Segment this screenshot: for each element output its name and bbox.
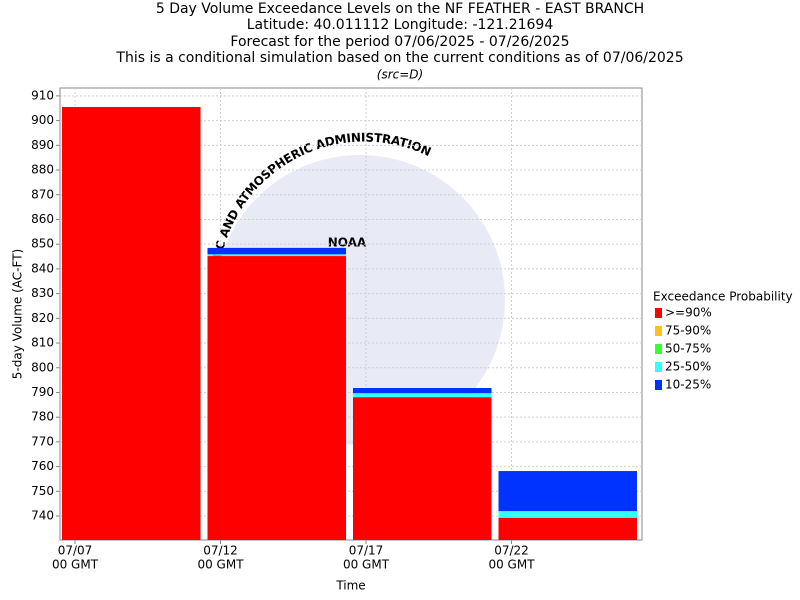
y-tick-label: 850 [31, 237, 54, 251]
x-tick-label: 07/12 [203, 544, 238, 558]
legend-swatch [655, 344, 662, 354]
legend-swatch [655, 308, 662, 318]
watermark-logo: NOAA [328, 236, 367, 250]
legend-label: 10-25% [665, 378, 711, 392]
legend-label: 75-90% [665, 324, 711, 338]
y-tick-label: 900 [31, 113, 54, 127]
legend-swatch [655, 326, 662, 336]
y-tick-label: 830 [31, 286, 54, 300]
subtitle: (src=D) [377, 68, 423, 82]
y-tick-label: 870 [31, 187, 54, 201]
bar-segment [207, 247, 346, 255]
legend-swatch [655, 362, 662, 372]
y-tick-label: 780 [31, 410, 54, 424]
bar-segment [353, 388, 492, 394]
bar-segment [62, 107, 201, 540]
y-tick-label: 880 [31, 163, 54, 177]
bar-segment [498, 518, 637, 540]
x-tick-sublabel: 00 GMT [197, 558, 244, 572]
y-tick-label: 910 [31, 88, 54, 102]
legend-label: 25-50% [665, 360, 711, 374]
y-tick-label: 750 [31, 484, 54, 498]
x-tick-label: 07/07 [58, 544, 93, 558]
y-axis-label: 5-day Volume (AC-FT) [11, 249, 25, 379]
x-tick-sublabel: 00 GMT [488, 558, 535, 572]
y-tick-label: 890 [31, 138, 54, 152]
title-line: This is a conditional simulation based o… [115, 50, 683, 66]
title-line: Latitude: 40.011112 Longitude: -121.2169… [247, 17, 554, 33]
x-axis-label: Time [335, 579, 365, 593]
bar-segment [353, 393, 492, 398]
y-tick-label: 740 [31, 509, 54, 523]
title-line: 5 Day Volume Exceedance Levels on the NF… [156, 1, 644, 17]
legend-label: 50-75% [665, 342, 711, 356]
bar-segment [353, 397, 492, 540]
y-tick-label: 800 [31, 360, 54, 374]
x-tick-label: 07/17 [349, 544, 384, 558]
y-tick-label: 770 [31, 434, 54, 448]
y-tick-label: 860 [31, 212, 54, 226]
legend-title: Exceedance Probability [653, 290, 793, 304]
title: 5 Day Volume Exceedance Levels on the NF… [115, 1, 683, 82]
y-tick-label: 840 [31, 261, 54, 275]
bar-segment [498, 511, 637, 518]
bar-segment [207, 256, 346, 540]
plot-frame [59, 87, 643, 541]
x-tick-label: 07/22 [494, 544, 529, 558]
legend-label: >=90% [665, 306, 712, 320]
y-tick-label: 810 [31, 336, 54, 350]
x-tick-sublabel: 00 GMT [52, 558, 99, 572]
legend-swatch [655, 380, 662, 390]
x-tick-sublabel: 00 GMT [343, 558, 390, 572]
bar-segment [207, 254, 346, 256]
bar-segment [498, 471, 637, 512]
y-tick-label: 820 [31, 311, 54, 325]
y-tick-label: 790 [31, 385, 54, 399]
y-tick-label: 760 [31, 459, 54, 473]
title-line: Forecast for the period 07/06/2025 - 07/… [230, 34, 569, 50]
